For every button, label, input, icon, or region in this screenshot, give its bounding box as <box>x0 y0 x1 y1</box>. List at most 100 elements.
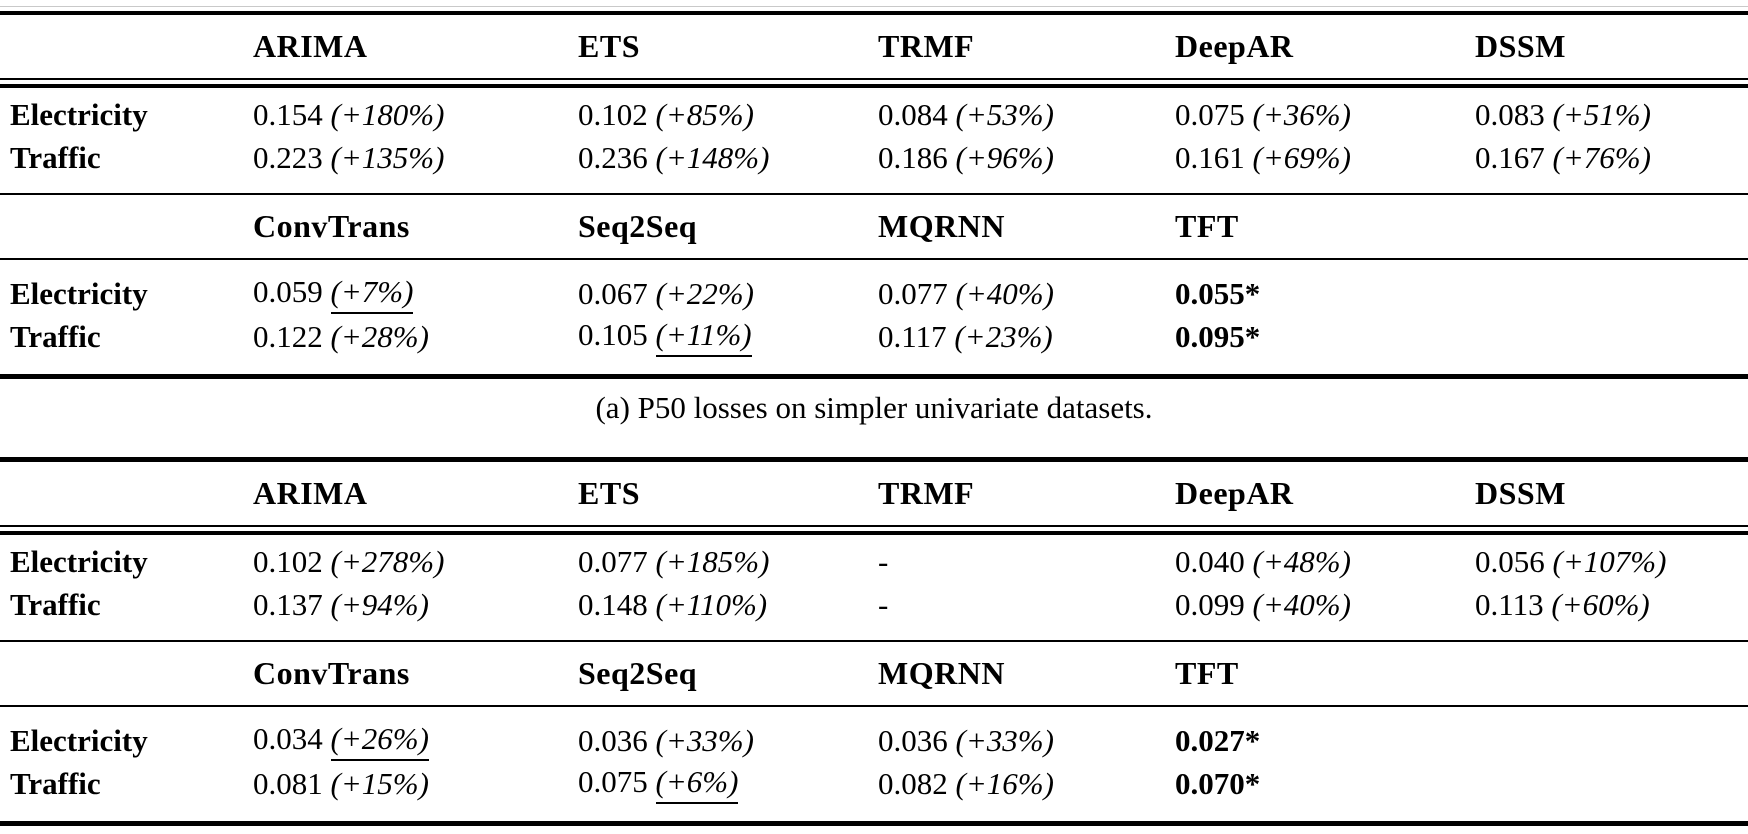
metric-change: (+26%) <box>330 721 429 761</box>
metric-change: (+110%) <box>655 586 768 622</box>
metric-cell: 0.084 (+53%) <box>878 97 1175 133</box>
column-header-dssm: DSSM <box>1475 28 1566 64</box>
column-header-deepar: DeepAR <box>1175 475 1294 511</box>
section-divider-rule <box>0 193 1748 195</box>
metric-value: 0.067 <box>578 275 648 311</box>
metric-cell: 0.113 (+60%) <box>1475 587 1748 623</box>
table-row-traffic: Traffic 0.137 (+94%) 0.148 (+110%) -0.099 (… <box>0 583 1748 626</box>
column-header-mqrnn: MQRNN <box>878 208 1005 244</box>
metrics-block-1: Electricity 0.102 (+278%) 0.077 (+185%) -0.… <box>0 535 1748 640</box>
metric-cell: 0.102 (+278%) <box>253 544 578 580</box>
metric-value: 0.036 <box>878 722 948 758</box>
metric-value: 0.083 <box>1475 96 1545 132</box>
metric-cell: 0.077 (+185%) <box>578 544 878 580</box>
metric-change: (+148%) <box>655 139 770 175</box>
header-row: ConvTrans Seq2Seq MQRNN TFT <box>0 642 1748 705</box>
table-row-electricity: Electricity 0.154 (+180%) 0.102 (+85%) 0.08… <box>0 93 1748 136</box>
metric-value: 0.095* <box>1175 318 1261 354</box>
metric-value: 0.117 <box>878 318 947 354</box>
metric-change: (+85%) <box>655 96 754 132</box>
column-header-convtrans: ConvTrans <box>253 655 410 691</box>
section-divider-rule <box>0 640 1748 642</box>
metric-cell: 0.056 (+107%) <box>1475 544 1748 580</box>
metric-value: 0.027* <box>1175 722 1261 758</box>
table-row-traffic: Traffic 0.122 (+28%) 0.105 (+11%) 0.117 (+2… <box>0 315 1748 358</box>
metric-cell: 0.036 (+33%) <box>578 723 878 759</box>
metric-value: 0.075 <box>1175 96 1245 132</box>
metric-change: (+278%) <box>330 543 445 579</box>
metric-cell: 0.223 (+135%) <box>253 140 578 176</box>
metric-cell: 0.122 (+28%) <box>253 319 578 355</box>
metric-value: 0.075 <box>578 763 648 799</box>
metric-value: 0.161 <box>1175 139 1245 175</box>
metric-cell: 0.099 (+40%) <box>1175 587 1475 623</box>
metric-cell: 0.083 (+51%) <box>1475 97 1748 133</box>
metric-change: (+40%) <box>1252 586 1351 622</box>
metric-change: (+94%) <box>330 586 429 622</box>
header-bottom-rule <box>0 258 1748 260</box>
column-header-seq2seq: Seq2Seq <box>578 208 698 244</box>
model-header-group-1: ARIMA ETS TRMF DeepAR DSSM <box>0 462 1748 525</box>
model-header-group-1: ARIMA ETS TRMF DeepAR DSSM <box>0 15 1748 78</box>
metric-change: (+28%) <box>330 318 429 354</box>
metric-cell: 0.075 (+6%) <box>578 764 878 804</box>
metric-cell: 0.070* <box>1175 766 1475 802</box>
row-label: Electricity <box>10 96 148 132</box>
metric-cell: 0.117 (+23%) <box>878 319 1175 355</box>
row-label: Electricity <box>10 275 148 311</box>
metric-value: 0.167 <box>1475 139 1545 175</box>
metric-change: (+185%) <box>655 543 770 579</box>
metric-change: (+22%) <box>655 275 754 311</box>
metrics-block-1: Electricity 0.154 (+180%) 0.102 (+85%) 0.08… <box>0 88 1748 193</box>
row-label: Traffic <box>10 318 101 354</box>
metric-value: 0.186 <box>878 139 948 175</box>
column-header-ets: ETS <box>578 475 640 511</box>
column-header-seq2seq: Seq2Seq <box>578 655 698 691</box>
metric-value: 0.137 <box>253 586 323 622</box>
metric-cell: 0.095* <box>1175 319 1475 355</box>
metric-value: 0.040 <box>1175 543 1245 579</box>
row-label: Traffic <box>10 586 101 622</box>
column-header-trmf: TRMF <box>878 475 975 511</box>
metric-cell: 0.102 (+85%) <box>578 97 878 133</box>
metric-cell: - <box>878 587 1175 623</box>
table-row-electricity: Electricity 0.059 (+7%) 0.067 (+22%) 0.077 … <box>0 272 1748 315</box>
metric-value: 0.113 <box>1475 586 1544 622</box>
metric-change: (+15%) <box>330 765 429 801</box>
metrics-block-2: Electricity 0.034 (+26%) 0.036 (+33%) 0.036… <box>0 707 1748 821</box>
table-top-rule <box>0 6 1748 15</box>
metric-cell: 0.161 (+69%) <box>1175 140 1475 176</box>
metric-value: 0.082 <box>878 765 948 801</box>
metric-cell: 0.082 (+16%) <box>878 766 1175 802</box>
metric-cell: 0.067 (+22%) <box>578 276 878 312</box>
metric-change: (+23%) <box>954 318 1053 354</box>
metric-value: 0.070* <box>1175 765 1261 801</box>
metric-cell: 0.027* <box>1175 723 1475 759</box>
column-header-trmf: TRMF <box>878 28 975 64</box>
metric-value: 0.223 <box>253 139 323 175</box>
column-header-convtrans: ConvTrans <box>253 208 410 244</box>
table-bottom-rule <box>0 821 1748 826</box>
metric-value: - <box>878 543 889 579</box>
table-row-electricity: Electricity 0.034 (+26%) 0.036 (+33%) 0.036… <box>0 719 1748 762</box>
row-label: Electricity <box>10 543 148 579</box>
metric-value: 0.102 <box>578 96 648 132</box>
header-bottom-rule <box>0 705 1748 707</box>
metric-value: 0.081 <box>253 765 323 801</box>
metric-change: (+76%) <box>1552 139 1651 175</box>
metric-value: 0.084 <box>878 96 948 132</box>
header-double-rule <box>0 525 1748 535</box>
model-header-group-2: ConvTrans Seq2Seq MQRNN TFT <box>0 195 1748 258</box>
metric-change: (+135%) <box>330 139 445 175</box>
metric-cell: 0.077 (+40%) <box>878 276 1175 312</box>
column-header-arima: ARIMA <box>253 28 368 64</box>
metric-cell: 0.154 (+180%) <box>253 97 578 133</box>
metric-cell: 0.081 (+15%) <box>253 766 578 802</box>
model-header-group-2: ConvTrans Seq2Seq MQRNN TFT <box>0 642 1748 705</box>
metric-cell: 0.075 (+36%) <box>1175 97 1475 133</box>
column-header-arima: ARIMA <box>253 475 368 511</box>
column-header-tft: TFT <box>1175 655 1239 691</box>
metric-cell: 0.059 (+7%) <box>253 274 578 314</box>
metric-change: (+107%) <box>1552 543 1667 579</box>
